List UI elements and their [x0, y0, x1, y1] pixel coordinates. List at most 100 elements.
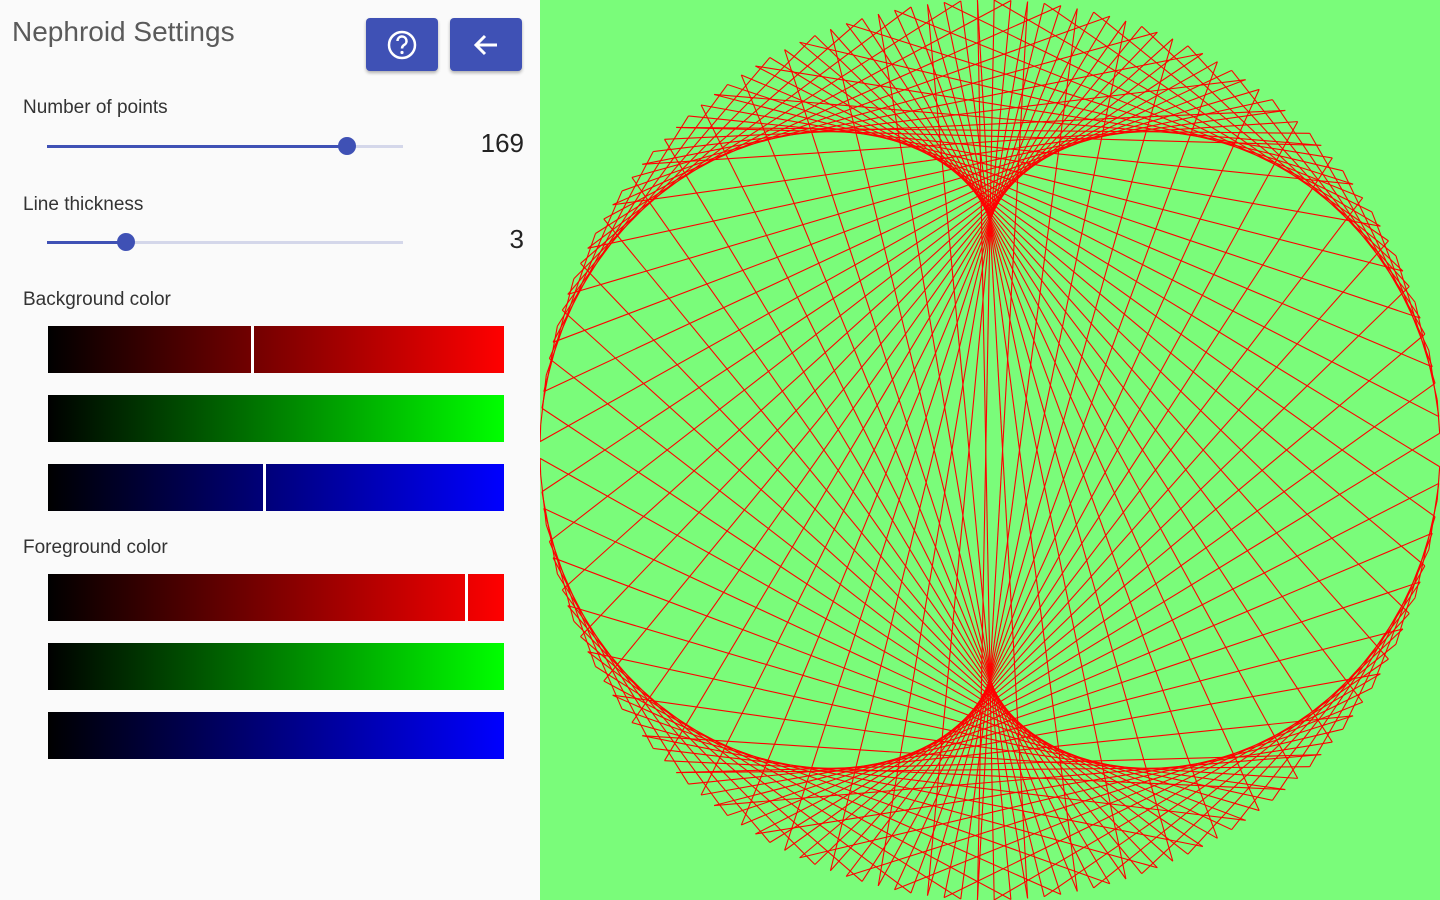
- chord: [755, 65, 1440, 418]
- red-bar[interactable]: [48, 326, 504, 373]
- chord: [664, 109, 1286, 140]
- chord: [714, 754, 1322, 807]
- chord: [664, 760, 1286, 791]
- slider-fill: [47, 145, 347, 148]
- chord: [877, 1, 1029, 886]
- chord: [784, 49, 1436, 518]
- chord: [603, 218, 1143, 874]
- chord: [567, 57, 771, 295]
- chord: [676, 126, 1310, 134]
- chord: [1395, 516, 1436, 645]
- nephroid-canvas: [539, 0, 1440, 900]
- chord: [561, 38, 1174, 591]
- blue-bar[interactable]: [48, 712, 504, 759]
- chord: [845, 197, 1364, 877]
- slider-thumb[interactable]: [338, 137, 356, 155]
- chord: [631, 31, 1158, 178]
- slider-value: 169: [480, 128, 524, 158]
- chord: [1231, 70, 1416, 303]
- green-bar[interactable]: [48, 395, 504, 442]
- slider-thumb[interactable]: [117, 233, 135, 251]
- chord: [543, 507, 1232, 831]
- chord: [676, 766, 1310, 774]
- slider-value: 3: [509, 224, 524, 254]
- bar-knob[interactable]: [465, 574, 468, 621]
- chord: [539, 61, 1218, 443]
- chord: [539, 424, 542, 442]
- help-button[interactable]: [366, 18, 438, 71]
- chord: [612, 694, 1286, 791]
- chord: [755, 482, 1440, 835]
- chord: [1309, 565, 1426, 767]
- chord: [642, 735, 1203, 848]
- chord: [1093, 643, 1397, 889]
- chord: [830, 28, 1389, 660]
- chord: [549, 358, 1189, 855]
- chord: [829, 3, 1045, 871]
- chord: [713, 93, 1404, 272]
- slider-label: Line thickness: [23, 194, 144, 215]
- chord: [552, 151, 654, 343]
- chord: [1043, 2, 1389, 242]
- chord: [926, 4, 1174, 862]
- chord: [631, 177, 1127, 880]
- color-label: Background color: [23, 289, 171, 310]
- chord: [845, 23, 1364, 703]
- chord: [567, 605, 771, 843]
- chord: [769, 57, 1440, 468]
- chord: [1231, 597, 1416, 830]
- chord: [595, 0, 962, 234]
- chord: [556, 115, 689, 327]
- chord: [993, 0, 1381, 227]
- chord: [621, 15, 1111, 192]
- thickness-slider[interactable]: [47, 233, 403, 251]
- chord: [993, 673, 1381, 900]
- chord: [548, 190, 623, 359]
- chord: [701, 104, 1381, 227]
- chord: [799, 333, 1426, 859]
- chord: [664, 15, 1111, 762]
- bar-knob[interactable]: [251, 326, 254, 373]
- back-button[interactable]: [450, 18, 522, 71]
- chord: [1187, 613, 1410, 855]
- chord: [567, 605, 1260, 812]
- chord: [727, 581, 1421, 817]
- chord: [653, 79, 1246, 153]
- chord: [573, 35, 816, 280]
- red-bar[interactable]: [48, 574, 504, 621]
- chord: [741, 532, 1433, 826]
- chord: [814, 286, 1410, 865]
- chord: [910, 6, 1218, 839]
- chord: [587, 651, 912, 894]
- chord: [846, 23, 1354, 185]
- chord: [1371, 532, 1433, 689]
- slider-label: Number of points: [23, 97, 168, 118]
- chord: [587, 651, 1273, 801]
- chord: [595, 666, 962, 900]
- chord: [877, 121, 1299, 887]
- title: Nephroid Settings: [12, 16, 235, 47]
- chord: [943, 1, 1373, 213]
- chord: [846, 715, 1354, 877]
- chord: [741, 74, 1433, 368]
- green-bar[interactable]: [48, 643, 504, 690]
- chord: [541, 407, 1204, 847]
- chord: [642, 121, 1298, 165]
- chord: [1141, 25, 1404, 272]
- bar-knob[interactable]: [263, 464, 266, 511]
- chord: [688, 115, 1354, 185]
- settings-panel: Nephroid Settings Number of points 169 L…: [0, 0, 540, 900]
- chord: [910, 61, 1218, 894]
- points-slider[interactable]: [47, 137, 403, 155]
- chord: [976, 0, 1029, 899]
- chord: [540, 475, 547, 525]
- chord: [861, 18, 1333, 743]
- chord: [676, 754, 1322, 774]
- chord: [561, 589, 728, 816]
- chord: [784, 49, 1062, 895]
- chord: [943, 687, 1373, 899]
- chord: [612, 109, 1286, 206]
- chord: [727, 83, 1421, 319]
- chord: [1436, 399, 1440, 434]
- blue-bar[interactable]: [48, 464, 504, 511]
